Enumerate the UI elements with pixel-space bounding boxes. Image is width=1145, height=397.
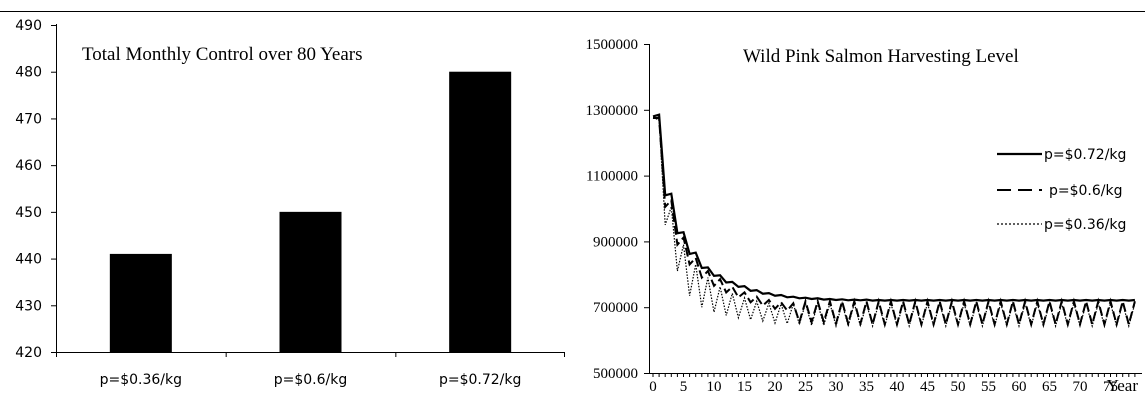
bar-y-tick-label: 460: [15, 158, 42, 174]
line-y-tick-label: 1500000: [586, 37, 639, 53]
bar-x-tick-label: p=$0.6/kg: [274, 372, 348, 388]
line-legend: p=$0.72/kg p=$0.6/kg p=$0.36/kg: [997, 147, 1126, 233]
bar-y-tick-label: 490: [15, 18, 42, 34]
line-x-tick-label: 15: [737, 379, 752, 395]
line-series-dashed: [653, 117, 1136, 329]
bar-x-tick-label: p=$0.72/kg: [439, 372, 521, 388]
bar-y-tick-label: 420: [15, 345, 42, 361]
line-y-tick-label: 700000: [593, 300, 638, 316]
line-y-tick-label: 1100000: [586, 169, 638, 185]
line-x-tick-label: 0: [649, 379, 657, 395]
line-x-tick-label: 20: [768, 379, 783, 395]
line-x-tick-label: 45: [920, 379, 935, 395]
line-x-tick-label: 30: [829, 379, 844, 395]
line-x-tick-label: 5: [680, 379, 688, 395]
bar-x-axis-ticks: p=$0.36/kg p=$0.6/kg p=$0.72/kg: [56, 352, 565, 388]
line-x-tick-label: 40: [890, 379, 905, 395]
bar-chart-title: Total Monthly Control over 80 Years: [82, 44, 363, 65]
line-y-tick-label: 900000: [593, 234, 638, 250]
bar-series: [109, 71, 512, 352]
line-y-tick-label: 500000: [593, 366, 638, 382]
line-x-tick-label: 60: [1012, 379, 1027, 395]
line-chart-title: Wild Pink Salmon Harvesting Level: [743, 46, 1019, 67]
line-x-tick-label: 70: [1073, 379, 1088, 395]
bar-chart: Total Monthly Control over 80 Years 4204…: [15, 18, 565, 388]
bar-y-tick-label: 470: [15, 111, 42, 127]
line-x-tick-label: 50: [951, 379, 966, 395]
bar-y-tick-label: 480: [15, 65, 42, 81]
bar-x-tick-label: p=$0.36/kg: [100, 372, 182, 388]
line-chart: Wild Pink Salmon Harvesting Level 500000…: [586, 37, 1142, 395]
bar: [449, 71, 512, 352]
line-x-tick-label: 75: [1103, 379, 1118, 395]
legend-label: p=$0.36/kg: [1044, 217, 1126, 233]
line-x-axis-ticks: 0 5 10 15 20 25 30 35 40 45 50 55 60 65 70 75: [649, 373, 1136, 395]
line-x-axis-label: Year: [1107, 376, 1139, 395]
line-series-group: [652, 113, 1136, 329]
legend-label: p=$0.72/kg: [1044, 147, 1126, 163]
bar-y-tick-label: 430: [15, 298, 42, 314]
bar-y-tick-label: 440: [15, 252, 42, 268]
line-x-tick-label: 55: [981, 379, 996, 395]
legend-label: p=$0.6/kg: [1049, 183, 1123, 199]
bar: [109, 253, 172, 352]
line-x-tick-label: 65: [1042, 379, 1057, 395]
bar: [279, 211, 342, 352]
line-x-tick-label: 35: [859, 379, 874, 395]
line-y-tick-label: 1300000: [586, 103, 639, 119]
bar-y-tick-label: 450: [15, 205, 42, 221]
line-series-solid: [652, 113, 1136, 302]
line-x-tick-label: 25: [798, 379, 813, 395]
line-x-tick-label: 10: [707, 379, 722, 395]
line-y-axis-ticks: 500000 700000 900000 1100000 1300000 1500000: [586, 37, 649, 382]
bar-y-axis-ticks: 420 430 440 450 460 470 480 490: [15, 18, 56, 361]
